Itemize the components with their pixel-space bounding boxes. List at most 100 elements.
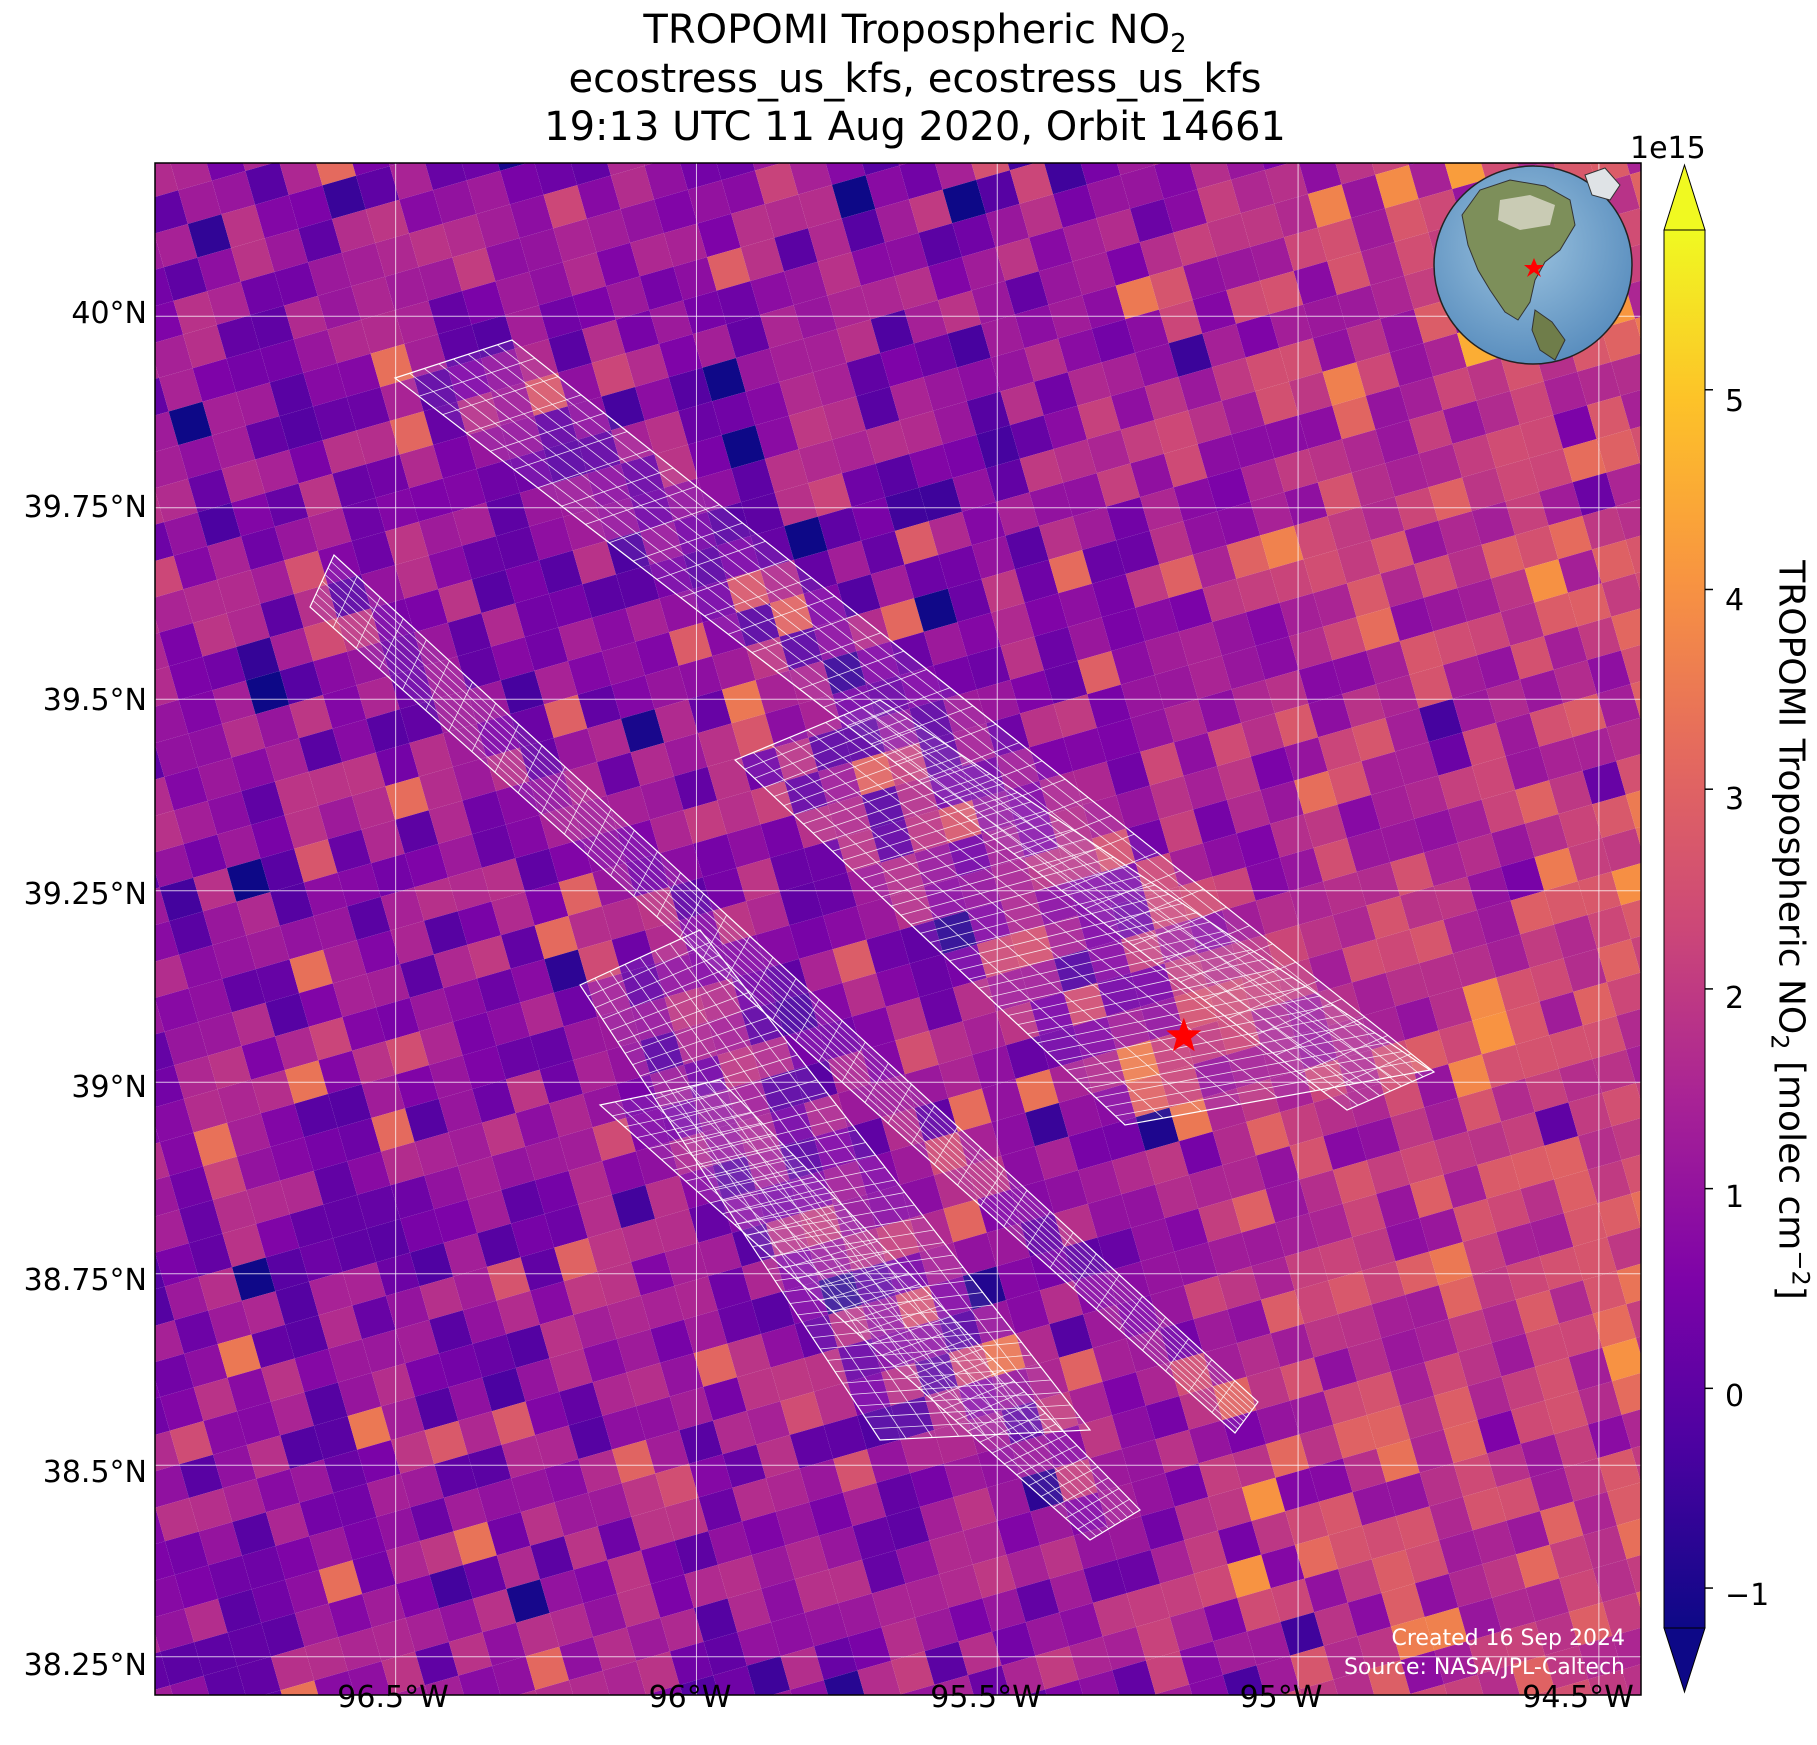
tropomi-pixel	[1462, 722, 1506, 766]
tropomi-pixel	[352, 1295, 396, 1340]
tropomi-pixel	[159, 368, 203, 412]
tropomi-pixel	[107, 1585, 150, 1628]
tropomi-pixel	[1434, 1641, 1478, 1685]
tropomi-pixel	[1197, 689, 1242, 733]
tropomi-pixel	[409, 1242, 454, 1287]
tropomi-pixel	[179, 1199, 223, 1244]
tropomi-pixel	[192, 358, 236, 402]
tropomi-pixel	[1533, 1689, 1557, 1695]
tropomi-pixel	[909, 444, 953, 488]
tropomi-pixel	[448, 1377, 492, 1421]
tropomi-pixel	[1424, 1352, 1468, 1396]
tropomi-pixel	[341, 243, 385, 287]
tropomi-pixel	[755, 415, 799, 459]
tropomi-pixel	[1597, 1193, 1641, 1237]
tropomi-pixel	[169, 656, 213, 700]
tropomi-pixel	[823, 906, 867, 950]
tropomi-pixel	[1019, 194, 1063, 238]
tropomi-pixel	[461, 163, 501, 181]
tropomi-pixel	[429, 1310, 473, 1354]
tropomi-pixel	[1616, 1008, 1641, 1050]
tropomi-pixel	[318, 795, 362, 840]
tropomi-pixel	[1400, 886, 1444, 930]
tropomi-pixel	[155, 1142, 170, 1181]
tropomi-pixel	[889, 377, 934, 421]
tropomi-pixel	[971, 535, 1015, 579]
tropomi-pixel	[1481, 535, 1525, 579]
tropomi-pixel	[1525, 1068, 1569, 1113]
tropomi-pixel	[289, 949, 333, 994]
tropomi-pixel	[520, 1502, 564, 1546]
tropomi-pixel	[1506, 1256, 1550, 1300]
tropomi-pixel	[425, 163, 467, 191]
tropomi-pixel	[731, 459, 775, 503]
lat-tick-label: 39.75°N	[23, 490, 147, 525]
tropomi-pixel	[1038, 261, 1083, 305]
tropomi-pixel	[371, 1363, 415, 1407]
tropomi-pixel	[813, 872, 857, 916]
tropomi-pixel	[284, 550, 328, 594]
tropomi-pixel	[1342, 939, 1386, 983]
tropomi-pixel	[1587, 395, 1631, 439]
map-area[interactable]	[97, 93, 1743, 1745]
tropomi-pixel	[1217, 1521, 1262, 1565]
tropomi-pixel	[1193, 799, 1237, 844]
tropomi-pixel	[621, 1473, 665, 1517]
tropomi-pixel	[514, 339, 559, 383]
ecostress-swath	[598, 1079, 1141, 1541]
tropomi-pixel	[1515, 780, 1559, 824]
tropomi-pixel	[375, 488, 419, 532]
tropomi-pixel	[476, 204, 520, 248]
tropomi-pixel	[227, 1113, 271, 1157]
tropomi-pixel	[1534, 1102, 1579, 1146]
tropomi-pixel	[1231, 679, 1275, 723]
tropomi-pixel	[731, 968, 776, 1012]
tropomi-pixel	[155, 267, 174, 307]
tropomi-pixel	[169, 1166, 213, 1210]
tropomi-pixel	[1262, 163, 1290, 170]
tropomi-pixel	[596, 242, 640, 287]
tropomi-pixel	[1083, 1559, 1127, 1603]
tropomi-pixel	[424, 1166, 468, 1210]
tropomi-pixel	[265, 738, 309, 782]
lon-tick-label: 96°W	[648, 1680, 732, 1715]
tropomi-pixel	[500, 415, 544, 460]
tropomi-pixel	[539, 805, 583, 849]
tropomi-pixel	[1280, 1102, 1324, 1146]
tropomi-pixel	[510, 959, 554, 1003]
tropomi-pixel	[1279, 847, 1323, 892]
tropomi-pixel	[1568, 1347, 1612, 1391]
tropomi-pixel	[155, 478, 198, 523]
tropomi-pixel	[251, 1324, 295, 1369]
tropomi-pixel	[1082, 795, 1126, 839]
tropomi-pixel	[1265, 670, 1309, 714]
tropomi-pixel	[481, 94, 524, 137]
tropomi-pixel	[643, 163, 655, 166]
tropomi-pixel	[433, 1199, 478, 1243]
tropomi-pixel	[1284, 737, 1328, 781]
tropomi-pixel	[1313, 1347, 1358, 1392]
tropomi-pixel	[327, 319, 371, 364]
tropomi-pixel	[602, 1406, 646, 1450]
tropomi-pixel	[1155, 1684, 1193, 1695]
tropomi-pixel	[837, 1338, 882, 1382]
tropomi-pixel	[385, 1031, 429, 1075]
tropomi-pixel	[656, 1719, 699, 1745]
tropomi-pixel	[554, 1492, 598, 1537]
tropomi-pixel	[453, 1012, 497, 1056]
tropomi-pixel	[467, 935, 511, 979]
tropomi-pixel	[698, 1487, 742, 1532]
tropomi-pixel	[1174, 1497, 1218, 1541]
tropomi-pixel	[803, 583, 847, 628]
tropomi-pixel	[448, 1632, 493, 1676]
tropomi-pixel	[285, 1315, 329, 1359]
tropomi-pixel	[1476, 391, 1520, 435]
tropomi-pixel	[236, 892, 280, 936]
tropomi-pixel	[847, 1117, 891, 1161]
tropomi-pixel	[155, 589, 193, 633]
tropomi-pixel	[665, 1497, 709, 1541]
tropomi-pixel	[366, 709, 410, 753]
tropomi-pixel	[337, 863, 381, 907]
tropomi-pixel	[833, 1449, 877, 1493]
tropomi-pixel	[558, 108, 601, 151]
